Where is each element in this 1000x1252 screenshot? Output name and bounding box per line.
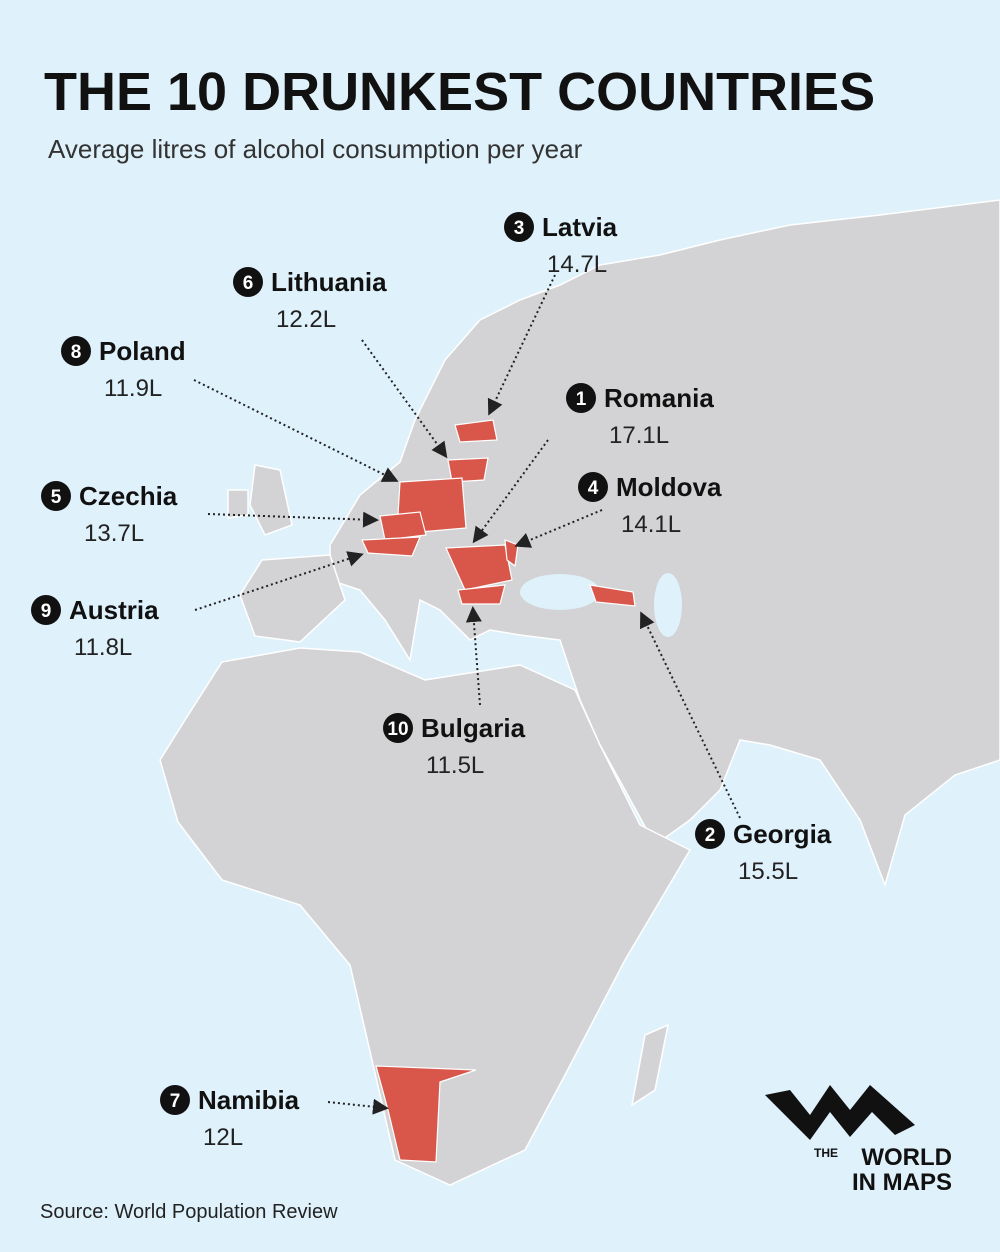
rank-badge bbox=[31, 595, 61, 625]
rank-badge bbox=[383, 713, 413, 743]
rank-number: 2 bbox=[705, 825, 716, 846]
rank-badge bbox=[695, 819, 725, 849]
rank-badge bbox=[504, 212, 534, 242]
country-value: 11.5L bbox=[426, 752, 484, 779]
rank-number: 4 bbox=[588, 478, 599, 499]
logo-mark bbox=[765, 1085, 915, 1140]
country-value: 12.2L bbox=[276, 306, 336, 333]
country-name: Namibia bbox=[198, 1085, 300, 1115]
country-name: Bulgaria bbox=[421, 713, 526, 743]
rank-badge bbox=[566, 383, 596, 413]
rank-number: 7 bbox=[170, 1091, 181, 1112]
rank-badge bbox=[41, 481, 71, 511]
country-name: Czechia bbox=[79, 481, 178, 511]
rank-badge bbox=[61, 336, 91, 366]
logo-small: THE bbox=[814, 1146, 838, 1160]
rank-number: 3 bbox=[514, 218, 525, 239]
rank-badge bbox=[233, 267, 263, 297]
pointers bbox=[193, 274, 741, 1115]
rank-number: 10 bbox=[387, 719, 408, 740]
country-value: 17.1L bbox=[609, 422, 669, 449]
caspian-sea bbox=[654, 573, 682, 637]
country-name: Poland bbox=[99, 336, 186, 366]
country-name: Lithuania bbox=[271, 267, 387, 297]
logo: THE WORLD IN MAPS bbox=[765, 1085, 952, 1196]
country-value: 11.8L bbox=[74, 634, 132, 661]
country-value: 13.7L bbox=[84, 520, 144, 547]
country-name: Georgia bbox=[733, 819, 832, 849]
subtitle: Average litres of alcohol consumption pe… bbox=[48, 134, 583, 164]
country-value: 12L bbox=[203, 1124, 243, 1151]
country-name: Latvia bbox=[542, 212, 618, 242]
logo-line: IN MAPS bbox=[852, 1169, 952, 1196]
rank-number: 8 bbox=[71, 342, 82, 363]
source: Source: World Population Review bbox=[40, 1201, 338, 1223]
country-value: 15.5L bbox=[738, 858, 798, 885]
labels: 1 Romania 17.1L 2 Georgia 15.5L 3 Latvia 14.7L 4 M… bbox=[31, 212, 832, 1151]
rank-number: 1 bbox=[576, 389, 587, 410]
rank-badge bbox=[160, 1085, 190, 1115]
rank-number: 5 bbox=[51, 487, 62, 508]
country-value: 14.1L bbox=[621, 511, 681, 538]
rank-number: 9 bbox=[41, 601, 52, 622]
rank-badge bbox=[578, 472, 608, 502]
title: THE 10 DRUNKEST COUNTRIES bbox=[44, 62, 875, 122]
black-sea bbox=[520, 574, 600, 610]
logo-line: WORLD bbox=[861, 1144, 952, 1171]
rank-number: 6 bbox=[243, 273, 254, 294]
country-name: Austria bbox=[69, 595, 159, 625]
country-name: Romania bbox=[604, 383, 714, 413]
country-value: 14.7L bbox=[547, 251, 607, 278]
landmass bbox=[159, 199, 1000, 1186]
country-name: Moldova bbox=[616, 472, 722, 502]
country-value: 11.9L bbox=[104, 375, 162, 402]
